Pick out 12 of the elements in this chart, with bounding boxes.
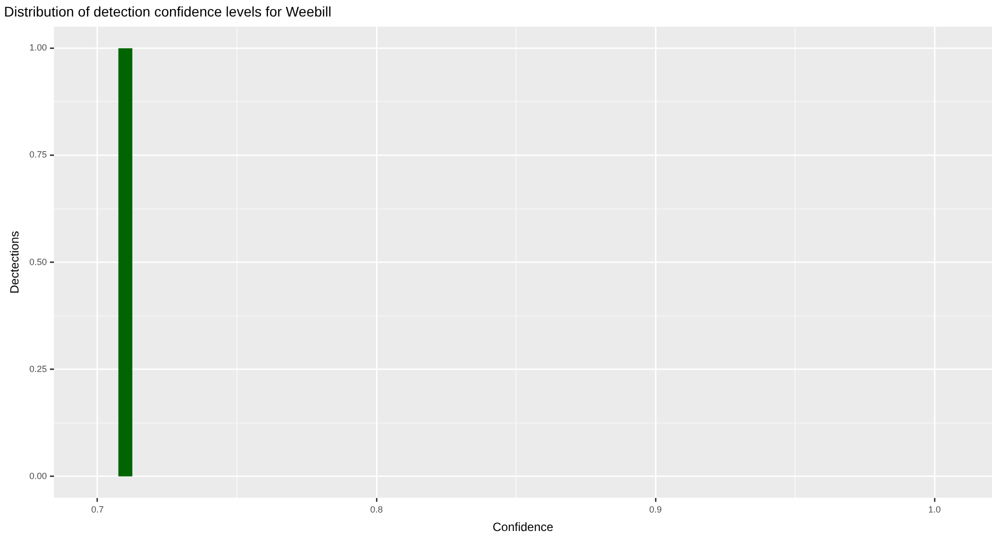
x-tick-label: 0.7 <box>91 504 104 515</box>
y-tick-label: 1.00 <box>29 42 47 53</box>
chart-title: Distribution of detection confidence levels for Weebill <box>4 3 332 20</box>
x-tick-label: 0.9 <box>649 504 662 515</box>
y-tick-label: 0.25 <box>29 364 47 374</box>
x-tick-label: 1.0 <box>928 504 941 515</box>
y-tick-label: 0.00 <box>29 470 47 481</box>
y-tick-label: 0.75 <box>29 150 47 160</box>
x-axis-title: Confidence <box>492 520 554 534</box>
x-tick-label: 0.8 <box>370 504 383 515</box>
y-tick-label: 0.50 <box>29 256 47 267</box>
y-axis-title: Dectections <box>8 230 22 294</box>
